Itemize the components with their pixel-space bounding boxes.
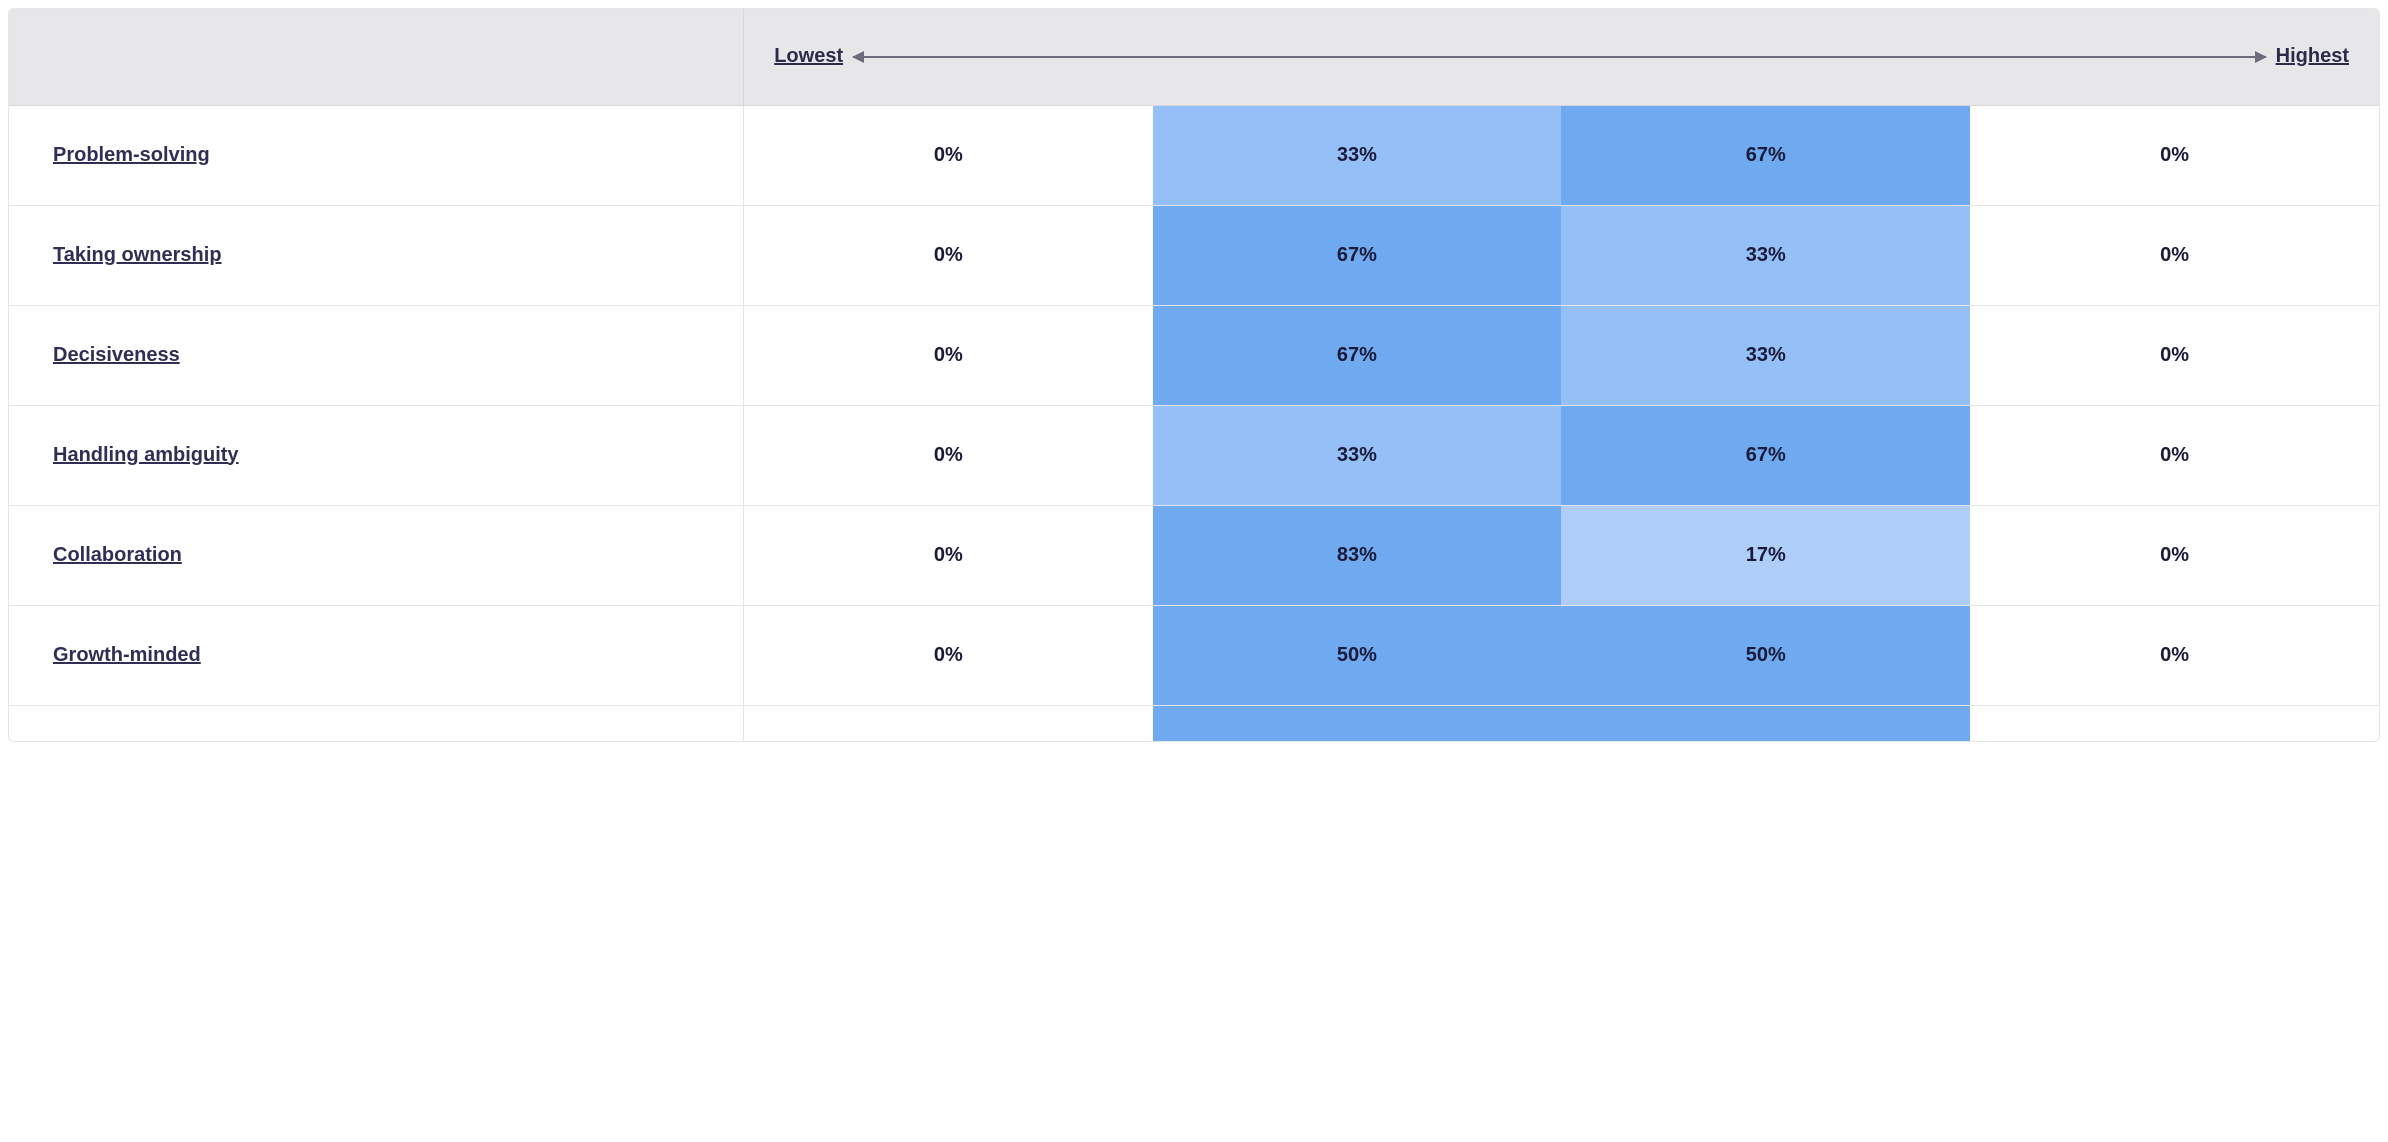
heatmap-cell: 17% <box>1561 505 1970 605</box>
table-row: Problem-solving0%33%67%0% <box>9 105 2379 205</box>
row-label-link[interactable]: Growth-minded <box>53 644 201 666</box>
heatmap-cell: 33% <box>1153 405 1562 505</box>
lowest-label[interactable]: Lowest <box>774 45 843 68</box>
heatmap-table: Lowest Highest Problem-solving0%33%67%0%… <box>9 9 2379 741</box>
row-label-link[interactable]: Decisiveness <box>53 344 180 366</box>
heatmap-cell: 0% <box>744 405 1153 505</box>
heatmap-cell: 67% <box>1153 205 1562 305</box>
table-row: Growth-minded0%50%50%0% <box>9 605 2379 705</box>
heatmap-cell: 50% <box>1153 605 1562 705</box>
heatmap-cell: 0% <box>1970 305 2379 405</box>
heatmap-cell: 0% <box>744 205 1153 305</box>
header-scale-cell: Lowest Highest <box>744 9 2379 105</box>
heatmap-cell: 0% <box>744 105 1153 205</box>
row-label-cell: Decisiveness <box>9 305 744 405</box>
heatmap-cell <box>1153 705 1562 741</box>
heatmap-cell: 33% <box>1561 305 1970 405</box>
heatmap-cell: 33% <box>1561 205 1970 305</box>
heatmap-cell: 83% <box>1153 505 1562 605</box>
header-row: Lowest Highest <box>9 9 2379 105</box>
heatmap-cell: 67% <box>1561 405 1970 505</box>
row-label-cell: Taking ownership <box>9 205 744 305</box>
table-row: Handling ambiguity0%33%67%0% <box>9 405 2379 505</box>
row-label-cell <box>9 705 744 741</box>
heatmap-cell: 0% <box>1970 205 2379 305</box>
table-row-partial <box>9 705 2379 741</box>
heatmap-cell: 0% <box>1970 605 2379 705</box>
row-label-link[interactable]: Taking ownership <box>53 244 222 266</box>
heatmap-cell: 0% <box>744 605 1153 705</box>
table-row: Taking ownership0%67%33%0% <box>9 205 2379 305</box>
heatmap-cell: 0% <box>1970 105 2379 205</box>
row-label-cell: Problem-solving <box>9 105 744 205</box>
heatmap-cell: 0% <box>744 305 1153 405</box>
row-label-cell: Growth-minded <box>9 605 744 705</box>
heatmap-cell: 0% <box>1970 405 2379 505</box>
scale-arrow-line <box>853 56 2266 58</box>
row-label-link[interactable]: Collaboration <box>53 544 182 566</box>
heatmap-cell <box>1970 705 2379 741</box>
heatmap-cell: 0% <box>744 505 1153 605</box>
row-label-link[interactable]: Problem-solving <box>53 144 210 166</box>
scale-wrapper: Lowest Highest <box>744 45 2379 68</box>
table-row: Collaboration0%83%17%0% <box>9 505 2379 605</box>
heatmap-cell: 0% <box>1970 505 2379 605</box>
heatmap-cell: 67% <box>1561 105 1970 205</box>
heatmap-table-container: Lowest Highest Problem-solving0%33%67%0%… <box>8 8 2380 742</box>
heatmap-cell <box>1561 705 1970 741</box>
table-row: Decisiveness0%67%33%0% <box>9 305 2379 405</box>
row-label-link[interactable]: Handling ambiguity <box>53 444 239 466</box>
row-label-cell: Handling ambiguity <box>9 405 744 505</box>
highest-label[interactable]: Highest <box>2276 45 2349 68</box>
row-label-cell: Collaboration <box>9 505 744 605</box>
heatmap-cell: 50% <box>1561 605 1970 705</box>
header-empty-cell <box>9 9 744 105</box>
heatmap-cell <box>744 705 1153 741</box>
heatmap-cell: 33% <box>1153 105 1562 205</box>
heatmap-cell: 67% <box>1153 305 1562 405</box>
